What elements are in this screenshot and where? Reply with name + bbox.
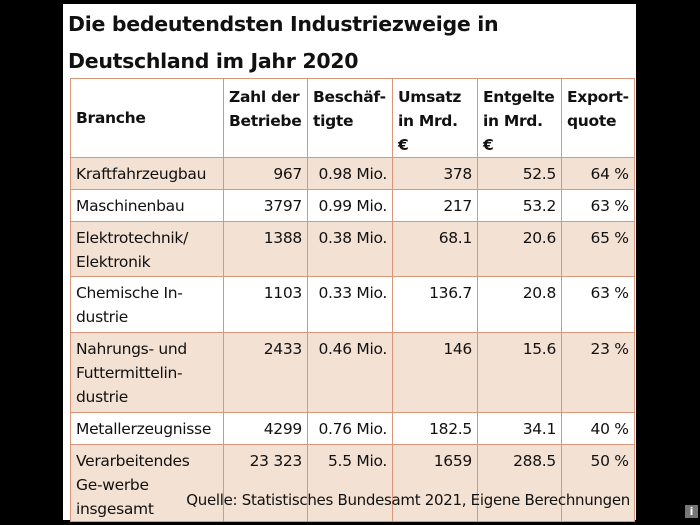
value-cell: 64 % [561,157,635,190]
value-cell: 15.6 [477,332,562,413]
branch-cell: Kraftfahrzeugbau [70,157,224,190]
table-header-row: Branche Zahl der Betriebe Beschäf-tigte Ums… [70,78,635,158]
branch-cell: Metallerzeugnisse [70,412,224,445]
value-cell: 65 % [561,221,635,277]
column-header: Export-quote [561,78,635,158]
value-cell: 0.38 Mio. [307,221,393,277]
page-title: Die bedeutendsten Industriezweige in Deu… [68,12,499,73]
value-cell: 63 % [561,276,635,333]
value-cell: 217 [392,189,478,222]
value-cell: 68.1 [392,221,478,277]
column-header: Branche [70,78,224,158]
value-cell: 3797 [223,189,308,222]
value-cell: 378 [392,157,478,190]
value-cell: 20.6 [477,221,562,277]
value-cell: 0.99 Mio. [307,189,393,222]
column-header: Zahl der Betriebe [223,78,308,158]
industry-table: Branche Zahl der Betriebe Beschäf-tigte Ums… [70,78,635,522]
table-row: Maschinenbau 3797 0.99 Mio. 217 53.2 63 % [70,189,635,222]
value-cell: 0.76 Mio. [307,412,393,445]
table-row: Kraftfahrzeugbau 967 0.98 Mio. 378 52.5 64 % [70,157,635,190]
table-row: Verarbeitendes Ge-werbe insgesamt 23 323 5… [70,444,635,522]
info-icon[interactable]: i [685,505,698,518]
branch-cell: Chemische In-dustrie [70,276,224,333]
value-cell: 23 323 [223,444,308,522]
value-cell: 2433 [223,332,308,413]
value-cell: 52.5 [477,157,562,190]
branch-cell: Nahrungs- und Futtermittelin-dustrie [70,332,224,413]
value-cell: 967 [223,157,308,190]
value-cell: 0.98 Mio. [307,157,393,190]
branch-cell: Elektrotechnik/ Elektronik [70,221,224,277]
value-cell: 0.33 Mio. [307,276,393,333]
table-row: Chemische In-dustrie 1103 0.33 Mio. 136.7 20… [70,276,635,333]
value-cell: 50 % [561,444,635,522]
value-cell: 136.7 [392,276,478,333]
value-cell: 1103 [223,276,308,333]
value-cell: 23 % [561,332,635,413]
table-row: Elektrotechnik/ Elektronik 1388 0.38 Mio. 6… [70,221,635,277]
value-cell: 34.1 [477,412,562,445]
branch-cell: Maschinenbau [70,189,224,222]
content-panel: Die bedeutendsten Industriezweige in Deu… [63,4,636,522]
source-note: Quelle: Statistisches Bundesamt 2021, Ei… [186,491,630,509]
value-cell: 146 [392,332,478,413]
value-cell: 40 % [561,412,635,445]
value-cell: 182.5 [392,412,478,445]
value-cell: 63 % [561,189,635,222]
value-cell: 1388 [223,221,308,277]
table-row: Metallerzeugnisse 4299 0.76 Mio. 182.5 34.1 4… [70,412,635,445]
branch-cell: Verarbeitendes Ge-werbe insgesamt [70,444,224,522]
value-cell: 20.8 [477,276,562,333]
value-cell: 4299 [223,412,308,445]
column-header: Beschäf-tigte [307,78,393,158]
value-cell: 1659 [392,444,478,522]
value-cell: 288.5 [477,444,562,522]
value-cell: 5.5 Mio. [307,444,393,522]
table-row: Nahrungs- und Futtermittelin-dustrie 2433… [70,332,635,413]
value-cell: 0.46 Mio. [307,332,393,413]
column-header: Entgelte in Mrd. € [477,78,562,158]
column-header: Umsatz in Mrd. € [392,78,478,158]
value-cell: 53.2 [477,189,562,222]
